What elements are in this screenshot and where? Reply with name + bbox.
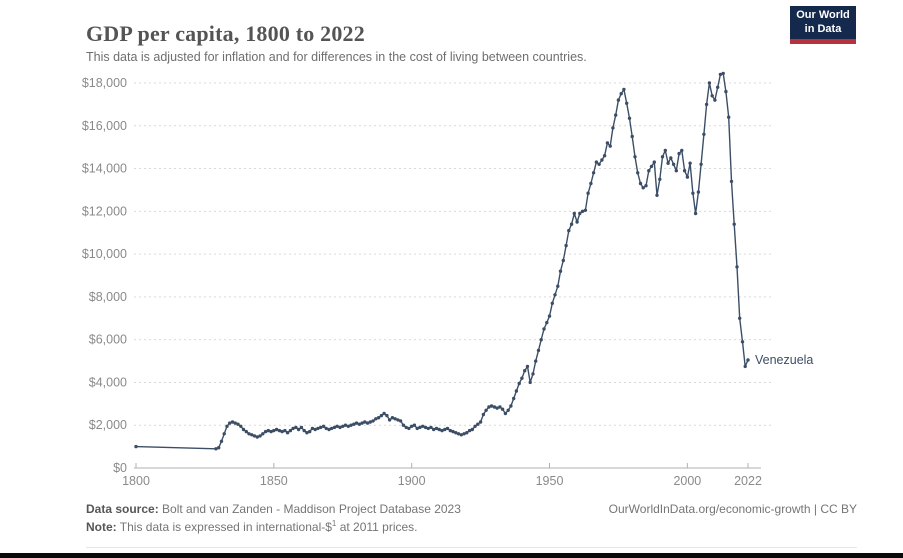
note-text-pre: This data is expressed in international-… (116, 520, 332, 534)
y-tick-label: $6,000 (89, 333, 127, 347)
bottom-border (0, 553, 903, 558)
y-tick-label: $12,000 (82, 204, 127, 218)
y-tick-label: $10,000 (82, 247, 127, 261)
x-tick-label: 1900 (398, 474, 426, 488)
y-tick-label: $4,000 (89, 375, 127, 389)
origin-link[interactable]: OurWorldInData.org/economic-growth | CC … (608, 502, 857, 516)
data-points[interactable] (134, 71, 750, 451)
owid-logo-line1: Our World (796, 9, 850, 22)
x-tick-label: 2022 (734, 474, 762, 488)
entity-label[interactable]: Venezuela (755, 353, 813, 367)
chart-footer: Data source: Bolt and van Zanden - Maddi… (86, 502, 857, 534)
note-superscript: 1 (331, 519, 337, 528)
x-tick-label: 1850 (260, 474, 288, 488)
data-source-label: Data source: (86, 502, 159, 516)
y-tick-label: $14,000 (82, 162, 127, 176)
x-tick-label: 1800 (122, 474, 150, 488)
y-axis-labels: $0 $2,000 $4,000 $6,000 $8,000 $10,000 $12,000… (82, 76, 127, 475)
y-tick-label: $18,000 (82, 76, 127, 90)
owid-logo-line2: in Data (804, 22, 842, 35)
page-subtitle: This data is adjusted for inflation and … (86, 49, 587, 64)
page-title: GDP per capita, 1800 to 2022 (86, 20, 365, 46)
data-source-line: Data source: Bolt and van Zanden - Maddi… (86, 502, 461, 516)
x-axis (134, 463, 761, 469)
x-tick-label: 1950 (536, 474, 564, 488)
data-line-venezuela[interactable] (135, 72, 749, 450)
note-text-post: at 2011 prices. (336, 520, 418, 534)
note-line: Note: This data is expressed in internat… (86, 519, 857, 534)
footer-divider (86, 547, 857, 548)
owid-logo[interactable]: Our World in Data (790, 6, 856, 44)
x-tick-label: 2000 (673, 474, 701, 488)
y-gridlines (134, 82, 773, 426)
data-source-text: Bolt and van Zanden - Maddison Project D… (158, 502, 461, 516)
y-tick-label: $8,000 (89, 290, 127, 304)
y-tick-label: $16,000 (82, 119, 127, 133)
y-tick-label: $2,000 (89, 418, 127, 432)
note-label: Note: (86, 520, 117, 534)
x-axis-labels: 1800 1850 1900 1950 2000 2022 (122, 474, 762, 488)
y-tick-label: $0 (113, 461, 127, 475)
